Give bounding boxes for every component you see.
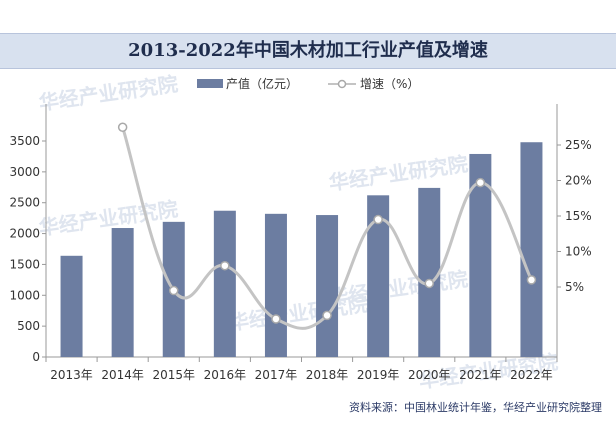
growth-marker	[220, 260, 230, 271]
y-left-tick-label: 2000	[9, 227, 40, 241]
growth-marker	[526, 275, 537, 285]
x-tick-label: 2020年	[408, 368, 451, 382]
title-bar: 2013-2022年中国木材加工行业产值及增速	[0, 33, 616, 69]
growth-marker	[373, 214, 383, 225]
x-tick-label: 2016年	[204, 368, 247, 382]
legend-line-marker	[337, 79, 347, 89]
watermark-text: 华经产业研究院	[327, 152, 469, 195]
x-tick-label: 2019年	[357, 368, 400, 382]
bar	[367, 195, 390, 357]
x-tick-label: 2013年	[50, 368, 93, 382]
legend-line-label: 增速（%）	[360, 77, 419, 91]
x-tick-label: 2015年	[152, 368, 195, 382]
axes: 0 500 1000 1500 2000 2500 3000 3500 5% 10% 15% 20% 2…	[9, 104, 592, 382]
growth-marker	[169, 285, 179, 296]
line-series	[117, 122, 537, 330]
y-right-tick-label: 5%	[565, 280, 584, 294]
y-right-tick-label: 15%	[565, 209, 592, 223]
bar	[469, 153, 492, 357]
x-tick-label: 2014年	[101, 368, 144, 382]
chart-title: 2013-2022年中国木材加工行业产值及增速	[128, 40, 488, 61]
x-tick-label: 2018年	[306, 368, 349, 382]
bar	[111, 228, 134, 357]
y-right-tick-label: 10%	[565, 245, 592, 259]
x-tick-label: 2021年	[459, 368, 502, 382]
bar	[213, 210, 236, 357]
watermark-text: 华经产业研究院	[37, 72, 179, 115]
y-left-tick-label: 0	[32, 350, 40, 364]
y-left-tick-label: 1000	[9, 288, 40, 302]
growth-line	[121, 126, 533, 330]
growth-marker	[117, 122, 128, 132]
legend: 产值（亿元） 增速（%）	[197, 76, 419, 91]
y-left-tick-label: 1500	[9, 257, 40, 271]
y-left-tick-label: 3000	[9, 165, 40, 179]
y-left-tick-label: 500	[17, 319, 40, 333]
y-right-tick-label: 25%	[565, 138, 592, 152]
growth-marker	[322, 310, 332, 321]
y-right-tick-label: 20%	[565, 174, 592, 188]
y-left-tick-label: 2500	[9, 196, 40, 210]
growth-marker	[424, 278, 434, 289]
x-tick-label: 2022年	[510, 368, 553, 382]
legend-bar-swatch	[197, 79, 223, 88]
source-note: 资料来源：中国林业统计年鉴，华经产业研究院整理	[349, 401, 602, 414]
x-tick-label: 2017年	[255, 368, 298, 382]
bar	[520, 142, 543, 357]
growth-marker	[475, 177, 486, 188]
bar	[316, 215, 339, 357]
growth-marker	[271, 314, 281, 324]
y-left-tick-label: 3500	[9, 134, 40, 148]
bar	[264, 213, 287, 357]
bar	[418, 187, 441, 357]
watermark-text: 华经产业研究院	[37, 197, 179, 240]
legend-bar-label: 产值（亿元）	[226, 76, 298, 91]
bar	[60, 255, 83, 357]
